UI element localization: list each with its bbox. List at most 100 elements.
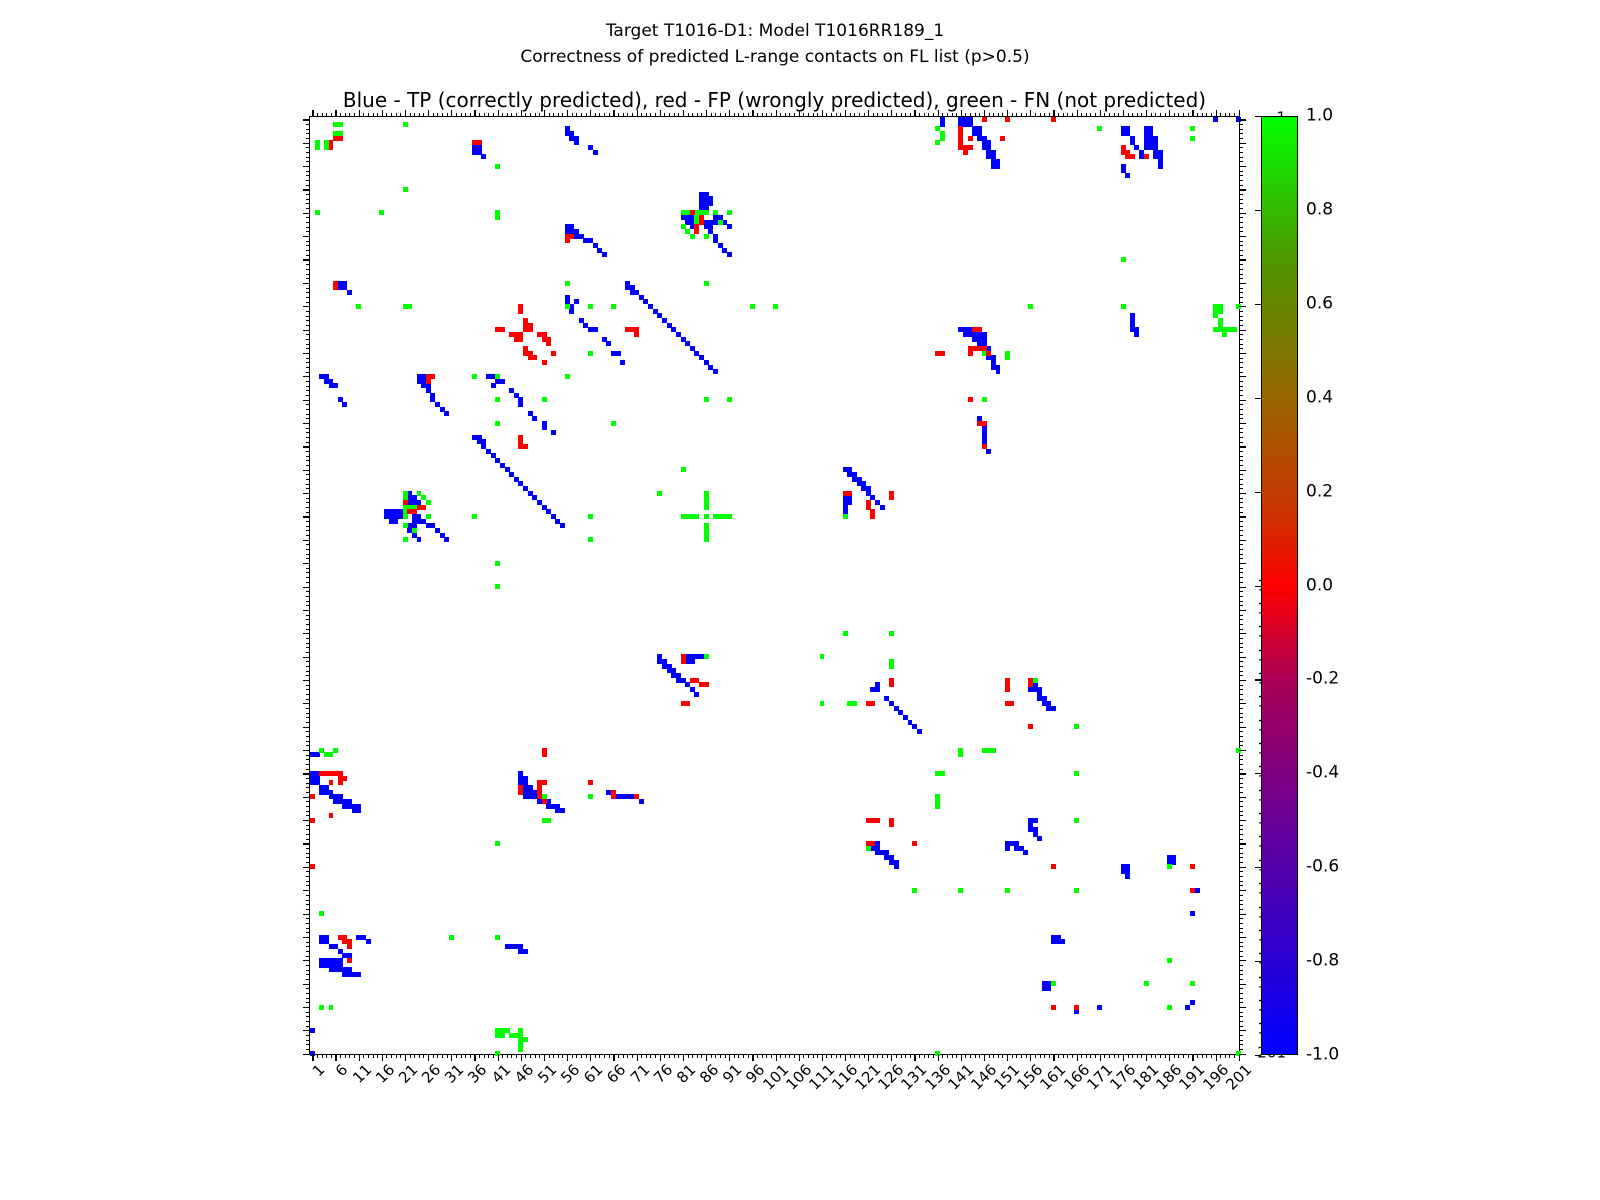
contact-cell-blue [1143, 126, 1149, 132]
contact-cell-red [976, 420, 982, 426]
contact-cell-green [958, 887, 964, 893]
contact-cell-blue [629, 794, 635, 800]
contact-cell-blue [657, 313, 663, 319]
contact-cell-blue [314, 752, 320, 758]
contact-cell-blue [1027, 827, 1033, 833]
contact-cell-blue [1125, 873, 1131, 879]
contact-cell-red [518, 785, 524, 791]
contact-cell-blue [425, 383, 431, 389]
contact-cell-blue [1139, 149, 1145, 155]
contact-cell-blue [523, 785, 529, 791]
colorbar-tick [1255, 303, 1261, 305]
contact-cell-blue [1129, 317, 1135, 323]
contact-cell-blue [1046, 705, 1052, 711]
contact-cell-blue [689, 654, 695, 660]
contact-cell-blue [323, 957, 329, 963]
contact-cell-red [939, 350, 945, 356]
contact-cell-blue [411, 514, 417, 520]
contact-cell-blue [444, 537, 450, 543]
contact-cell-green [425, 500, 431, 506]
contact-cell-blue [587, 238, 593, 244]
contact-cell-blue [1213, 117, 1219, 123]
contact-cell-blue [564, 229, 570, 235]
contact-cell-blue [671, 668, 677, 674]
contact-cell-blue [523, 948, 529, 954]
contact-cell-blue [884, 696, 890, 702]
contact-cell-blue [629, 289, 635, 295]
contact-cell-blue [1037, 836, 1043, 842]
contact-cell-blue [564, 224, 570, 230]
contact-cell-red [1027, 677, 1033, 683]
contact-cell-green [1120, 303, 1126, 309]
contact-cell-blue [1014, 845, 1019, 851]
contact-cell-red [967, 345, 973, 351]
contact-cell-blue [1041, 985, 1047, 991]
contact-cell-blue [972, 131, 978, 137]
contact-cell-green [564, 280, 570, 286]
contact-cell-blue [870, 845, 876, 851]
contact-cell-blue [337, 967, 343, 973]
contact-cell-blue [342, 803, 348, 809]
contact-cell-green [495, 397, 501, 403]
contact-cell-blue [416, 373, 422, 379]
contact-cell-red [1120, 145, 1126, 151]
contact-cell-blue [699, 196, 705, 202]
contact-cell-red [328, 140, 334, 146]
contact-cell-blue [518, 780, 524, 786]
contact-cell-red [870, 514, 876, 520]
contact-cell-red [342, 939, 348, 945]
contact-cell-blue [722, 219, 728, 225]
contact-cell-blue [624, 285, 630, 291]
contact-cell-green [611, 303, 617, 309]
colorbar-tick-label: -0.8 [1306, 950, 1340, 971]
contact-cell-blue [1157, 159, 1163, 165]
contact-cell-red [865, 504, 871, 510]
contact-cell-red [536, 789, 542, 795]
contact-cell-red [967, 145, 973, 151]
contact-cell-red [495, 327, 501, 333]
contact-cell-green [694, 210, 700, 216]
contact-cell-green [499, 1027, 505, 1033]
contact-cell-green [402, 514, 408, 520]
contact-cell-blue [884, 855, 890, 861]
contact-cell-green [337, 131, 343, 137]
contact-cell-red [694, 677, 700, 683]
colorbar-tick-label: 0.8 [1306, 199, 1334, 220]
contact-cell-blue [342, 953, 348, 959]
contact-cell-green [703, 537, 709, 543]
contact-cell-blue [847, 467, 853, 473]
contact-cell-green [935, 794, 941, 800]
contact-cell-blue [569, 229, 575, 235]
contact-cell-green [402, 303, 408, 309]
contact-cell-blue [587, 327, 593, 333]
contact-cell-blue [536, 500, 542, 506]
contact-map-plot[interactable] [303, 110, 1246, 1061]
contact-cell-blue [722, 247, 728, 253]
colorbar[interactable] [1261, 116, 1298, 1055]
contact-cell-green [842, 630, 848, 636]
contact-cell-blue [995, 159, 1001, 165]
contact-cell-green [685, 210, 691, 216]
contact-cell-blue [310, 771, 315, 777]
contact-cell-blue [523, 789, 529, 795]
contact-cell-blue [875, 845, 881, 851]
contact-cell-blue [481, 444, 487, 450]
contact-cell-red [689, 210, 695, 216]
contact-cell-red [1051, 864, 1057, 870]
contact-cell-blue [1041, 981, 1047, 987]
contact-cell-blue [333, 943, 339, 949]
contact-cell-red [689, 677, 695, 683]
contact-cell-blue [699, 191, 705, 197]
colorbar-tick [1255, 867, 1261, 869]
contact-cell-blue [1120, 163, 1126, 169]
contact-cell-green [685, 514, 691, 520]
contact-cell-red [347, 939, 353, 945]
x-axis-ticks [310, 110, 1240, 1061]
contact-cell-green [694, 219, 700, 225]
contact-cell-blue [574, 233, 579, 239]
colorbar-tick [1255, 397, 1261, 399]
axes-title-legend: Blue - TP (correctly predicted), red - F… [342, 88, 1207, 112]
contact-cell-green [402, 121, 408, 127]
contact-cell-green [411, 528, 417, 534]
contact-cell-blue [328, 962, 334, 968]
